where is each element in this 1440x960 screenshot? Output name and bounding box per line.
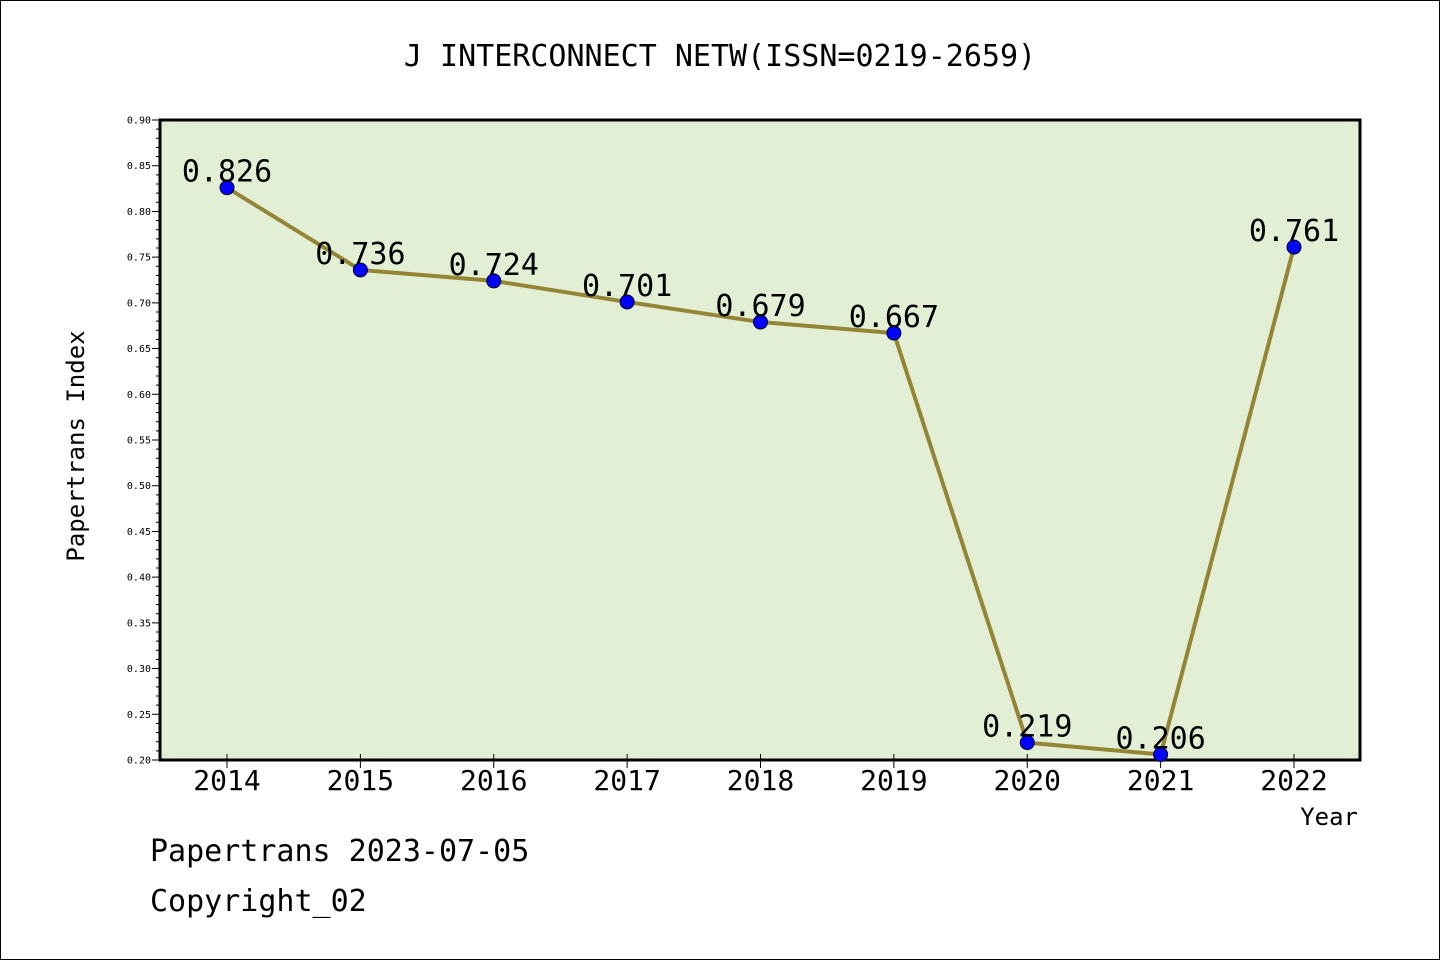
chart-title: J INTERCONNECT NETW(ISSN=0219-2659) — [404, 39, 1036, 74]
x-tick-label: 2018 — [727, 764, 794, 797]
y-tick-label: 0.65 — [127, 344, 151, 355]
x-tick-label: 2014 — [193, 764, 260, 797]
footer-date: Papertrans 2023-07-05 — [150, 834, 530, 869]
x-tick-label: 2022 — [1260, 764, 1327, 797]
data-label: 0.826 — [182, 155, 272, 190]
y-tick-label: 0.20 — [127, 756, 151, 767]
x-tick-label: 2017 — [593, 764, 660, 797]
data-point — [886, 325, 902, 341]
y-tick-label: 0.75 — [127, 253, 151, 264]
data-label: 0.724 — [449, 248, 539, 283]
data-point — [352, 262, 368, 278]
y-tick-label: 0.60 — [127, 390, 151, 401]
x-tick-label: 2016 — [460, 764, 527, 797]
data-point — [1153, 747, 1169, 763]
data-point — [753, 314, 768, 330]
plot-area — [158, 118, 1362, 762]
data-label: 0.736 — [315, 237, 405, 272]
y-tick-label: 0.55 — [127, 436, 151, 447]
data-label: 0.679 — [715, 289, 805, 324]
y-tick-label: 0.50 — [127, 481, 151, 492]
y-tick-label: 0.45 — [127, 527, 151, 538]
x-axis: 2014 2015 2016 2017 2018 2019 2020 2021 2022 — [193, 754, 1328, 797]
data-point — [1286, 239, 1302, 255]
y-axis: 0.20 0.25 0.30 0.35 0.40 0.45 0.50 0.55 0.60 0.65… — [127, 116, 160, 767]
y-tick-label: 0.35 — [127, 618, 151, 629]
y-tick-label: 0.40 — [127, 573, 151, 584]
y-tick-label: 0.80 — [127, 207, 151, 218]
x-tick-label: 2019 — [860, 764, 927, 797]
x-tick-label: 2015 — [327, 764, 394, 797]
data-point — [219, 180, 235, 196]
y-tick-label: 0.85 — [127, 161, 151, 172]
data-point — [619, 294, 635, 310]
y-tick-label: 0.30 — [127, 664, 151, 675]
data-point — [1019, 735, 1035, 751]
footer-copyright: Copyright_02 — [150, 884, 367, 919]
data-label: 0.667 — [849, 300, 939, 335]
y-axis-label: Papertrans Index — [62, 330, 90, 561]
y-tick-label: 0.25 — [127, 710, 151, 721]
x-axis-label: Year — [1300, 803, 1358, 831]
data-point — [486, 273, 502, 289]
y-tick-label: 0.70 — [127, 298, 151, 309]
data-label: 0.219 — [982, 710, 1072, 745]
series-line-group: 0.826 0.736 0.724 0.701 0.679 0.667 0.219 0.206… — [182, 155, 1339, 763]
x-tick-label: 2020 — [994, 764, 1061, 797]
data-label: 0.701 — [582, 269, 672, 304]
data-label: 0.206 — [1115, 722, 1205, 757]
y-tick-label: 0.90 — [127, 116, 151, 127]
data-label: 0.761 — [1249, 214, 1339, 249]
x-tick-label: 2021 — [1127, 764, 1194, 797]
